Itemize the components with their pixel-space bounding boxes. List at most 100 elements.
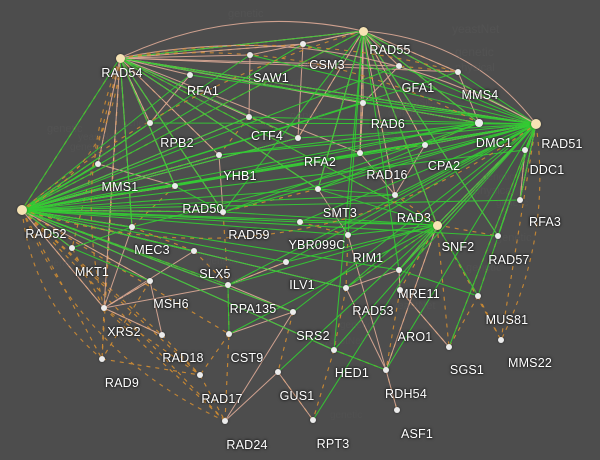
edge [436, 224, 499, 237]
graph-node-rad55[interactable] [358, 26, 368, 36]
edge [398, 123, 537, 271]
graph-node-ilv1[interactable] [282, 258, 290, 266]
edge [21, 209, 499, 237]
graph-node-rad6[interactable] [359, 99, 367, 107]
graph-node-rdh54[interactable] [382, 366, 390, 374]
edge [285, 224, 438, 263]
graph-node-cst9[interactable] [225, 330, 233, 338]
graph-node-ctf4[interactable] [245, 113, 253, 121]
edge [345, 224, 438, 289]
graph-node-rfa2[interactable] [294, 134, 302, 142]
graph-node-rad54[interactable] [115, 53, 125, 63]
graph-node-rad52[interactable] [17, 205, 27, 215]
graph-node-asf1[interactable] [393, 406, 401, 414]
graph-node-aro1[interactable] [396, 286, 404, 294]
graph-node-rad3[interactable] [391, 191, 399, 199]
edge [21, 209, 163, 336]
graph-node-csm3[interactable] [299, 40, 307, 48]
edge [347, 234, 387, 371]
graph-node-rfa3[interactable] [516, 196, 524, 204]
edge [71, 247, 105, 309]
edge [297, 30, 364, 139]
edge [21, 209, 230, 335]
edge [448, 123, 537, 348]
graph-node-rad50[interactable] [171, 182, 179, 190]
graph-node-mus81[interactable] [474, 292, 482, 300]
graph-node-ddc1[interactable] [521, 146, 529, 154]
graph-node-rad59[interactable] [219, 208, 227, 216]
graph-node-dmc1[interactable] [475, 119, 483, 127]
graph-node-rim1[interactable] [344, 231, 352, 239]
graph-node-mms1[interactable] [94, 160, 102, 168]
edge [385, 123, 537, 371]
edge [347, 30, 364, 236]
graph-node-sgs1[interactable] [445, 343, 453, 351]
graph-node-mkt1[interactable] [68, 244, 76, 252]
edge [103, 307, 163, 336]
graph-node-slx5[interactable] [190, 247, 198, 255]
edge [21, 116, 250, 211]
graph-node-rad57[interactable] [494, 232, 502, 240]
graph-node-mms4[interactable] [454, 68, 462, 76]
edge [457, 71, 537, 125]
edge [119, 57, 224, 213]
graph-node-rad51[interactable] [531, 119, 541, 129]
graph-node-yhb1[interactable] [215, 151, 223, 159]
graph-node-msh6[interactable] [146, 277, 154, 285]
edge [359, 30, 364, 154]
graph-node-snf2[interactable] [432, 220, 442, 230]
edge [362, 30, 400, 67]
edge [299, 221, 438, 226]
graph-node-xrs2[interactable] [100, 304, 108, 312]
edge [174, 123, 537, 187]
edge [362, 30, 480, 124]
edge [436, 224, 479, 297]
edge [71, 247, 151, 282]
graph-node-rpa135[interactable] [224, 281, 232, 289]
edge [228, 224, 438, 335]
graph-node-mms22[interactable] [497, 336, 505, 344]
graph-node-cpa2[interactable] [421, 141, 429, 149]
edge [149, 280, 163, 336]
graph-node-rad17[interactable] [196, 371, 204, 379]
edge [21, 194, 396, 211]
edge [398, 269, 401, 291]
graph-node-rpb2[interactable] [146, 119, 154, 127]
edge [359, 152, 396, 196]
graph-node-rad16[interactable] [356, 149, 364, 157]
graph-node-rad9[interactable] [98, 355, 106, 363]
graph-node-ybr099c[interactable] [296, 218, 304, 226]
edge [222, 211, 229, 286]
graph-node-gfa1[interactable] [395, 62, 403, 70]
graph-node-hed1[interactable] [330, 346, 338, 354]
graph-node-srs2[interactable] [289, 308, 297, 316]
edge [21, 209, 105, 309]
graph-node-rad18[interactable] [158, 331, 166, 339]
graph-node-gus1[interactable] [274, 368, 282, 376]
graph-node-mre11[interactable] [395, 266, 403, 274]
edge [222, 122, 480, 213]
graph-node-rfa1[interactable] [186, 71, 194, 79]
edge [224, 311, 294, 422]
edge [302, 43, 537, 125]
graph-node-rad53[interactable] [342, 284, 350, 292]
edge [222, 123, 537, 213]
edge [477, 295, 502, 341]
arc-edge [21, 57, 121, 211]
edge [285, 123, 537, 263]
graph-node-smt3[interactable] [314, 185, 322, 193]
arc-edge [119, 44, 537, 125]
edge [21, 209, 349, 236]
edge [193, 250, 229, 286]
edge [21, 199, 521, 211]
edge [21, 149, 526, 211]
graph-node-saw1[interactable] [246, 51, 254, 59]
graph-node-rpt3[interactable] [309, 416, 317, 424]
edge [103, 307, 201, 376]
edge [224, 333, 230, 422]
edge [385, 369, 398, 411]
graph-node-rad24[interactable] [221, 417, 229, 425]
graph-node-mec3[interactable] [128, 223, 136, 231]
arc-edge [21, 123, 537, 239]
